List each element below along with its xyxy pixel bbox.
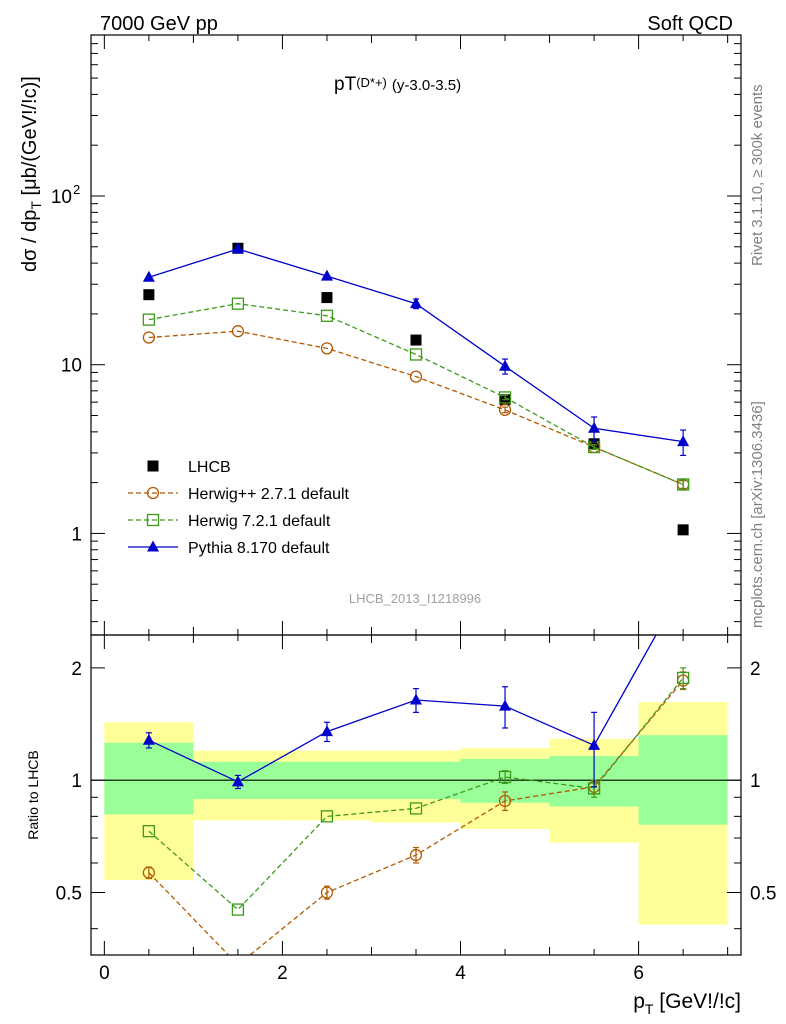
- ratio-point: [320, 725, 333, 737]
- ratio-point: [231, 775, 244, 787]
- ratio-point: [409, 848, 423, 862]
- legend-label: LHCB: [188, 459, 231, 476]
- main-point: [142, 270, 155, 282]
- title-main: pT: [334, 74, 357, 95]
- ratio-ytick-label-right: 0.5: [750, 884, 776, 905]
- main-ylabel-sub: T: [28, 201, 44, 210]
- ratio-ylabel: Ratio to LHCB: [25, 750, 41, 839]
- ratio-point: [142, 825, 156, 838]
- ratio-point: [320, 810, 334, 823]
- main-point: [142, 313, 156, 326]
- ratio-point: [677, 580, 689, 591]
- header-left: 7000 GeV pp: [100, 13, 218, 35]
- main-point: [588, 438, 600, 450]
- main-series-line: [148, 303, 684, 486]
- main-point: [321, 292, 333, 304]
- legend: LHCB Herwig++ 2.7.1 default Herwig 7.2.1 d…: [128, 459, 350, 557]
- main-ylabel-b: [μb/(GeV!/!c)]: [19, 76, 41, 201]
- main-point: [409, 348, 423, 361]
- main-ytick-sup: 2: [73, 182, 80, 197]
- legend-marker: [147, 460, 159, 472]
- x-axis-label: pT [GeV!/!c]: [633, 990, 741, 1017]
- main-point: [498, 391, 512, 404]
- title-rest: (y-3.0-3.5): [392, 77, 461, 94]
- main-ylabel-a: dσ / dp: [19, 210, 41, 272]
- main-point: [588, 421, 601, 433]
- x-label-a: p: [633, 990, 645, 1013]
- ratio-xtick-label: 2: [277, 963, 288, 984]
- ratio-xtick-label: 6: [633, 963, 644, 984]
- main-ytick-label: 10: [51, 187, 72, 208]
- main-point: [410, 334, 422, 346]
- ratio-plot-area: [91, 580, 741, 970]
- ratio-xtick-label: 0: [99, 963, 110, 984]
- ratio-ytick-label: 2: [71, 659, 82, 680]
- main-point: [142, 331, 156, 344]
- ratio-point: [231, 903, 245, 916]
- ratio-ytick-label-right: 1: [750, 771, 761, 792]
- ratio-series-2: [142, 580, 689, 790]
- ratio-point: [320, 886, 334, 899]
- legend-label: Herwig 7.2.1 default: [188, 513, 331, 530]
- main-point: [143, 289, 155, 301]
- main-point: [320, 342, 334, 355]
- mcplots-label: mcplots.cern.ch [arXiv:1306.3436]: [749, 401, 766, 628]
- x-label-sub: T: [645, 1001, 654, 1017]
- main-point: [231, 297, 245, 310]
- main-point: [231, 242, 244, 254]
- x-label-b: [GeV!/!c]: [653, 990, 741, 1013]
- main-point: [676, 478, 690, 491]
- main-ylabel: dσ / dpT [μb/(GeV!/!c)]: [19, 76, 44, 272]
- ratio-point: [410, 693, 422, 705]
- main-point: [677, 524, 689, 536]
- legend-label: Herwig++ 2.7.1 default: [188, 486, 350, 503]
- ratio-series-1: [142, 667, 690, 916]
- main-point: [409, 370, 423, 383]
- main-point: [410, 297, 422, 309]
- main-point: [499, 359, 512, 371]
- legend-marker: [147, 540, 159, 552]
- ratio-xtick-label: 4: [455, 963, 466, 984]
- title-sub: (D*+): [356, 75, 387, 90]
- ratio-point: [232, 959, 243, 970]
- main-ytick-label: 10: [61, 356, 82, 377]
- ratio-panel: 0.5 0.5 1 1 2 2 0 2 4 6: [56, 580, 776, 984]
- ratio-point: [676, 671, 690, 685]
- main-point: [677, 435, 690, 447]
- ratio-point: [142, 733, 155, 745]
- ratio-point: [409, 802, 423, 815]
- main-title: pT(D*+) (y-3.0-3.5): [334, 74, 461, 95]
- legend-label: Pythia 8.170 default: [188, 540, 330, 557]
- ratio-point: [498, 794, 512, 808]
- ratio-point: [499, 699, 512, 711]
- ratio-ytick-label: 0.5: [56, 884, 82, 905]
- ratio-point: [498, 770, 512, 784]
- analysis-watermark: LHCB_2013_I1218996: [349, 591, 481, 606]
- ratio-ytick-label-right: 2: [750, 659, 761, 680]
- ratio-band-green: [104, 742, 194, 815]
- legend-marker: [146, 513, 160, 527]
- main-point: [320, 309, 334, 322]
- ratio-point: [142, 866, 156, 879]
- ratio-ytick-label: 1: [71, 771, 82, 792]
- main-ytick-label: 1: [71, 524, 82, 545]
- rivet-label: Rivet 3.1.10, ≥ 300k events: [749, 84, 766, 266]
- main-point: [320, 269, 333, 281]
- ratio-point: [588, 738, 601, 750]
- main-point: [498, 403, 512, 417]
- main-point: [231, 325, 245, 338]
- main-series-3: [142, 242, 690, 457]
- legend-marker: [146, 486, 160, 500]
- header-right: Soft QCD: [647, 13, 733, 35]
